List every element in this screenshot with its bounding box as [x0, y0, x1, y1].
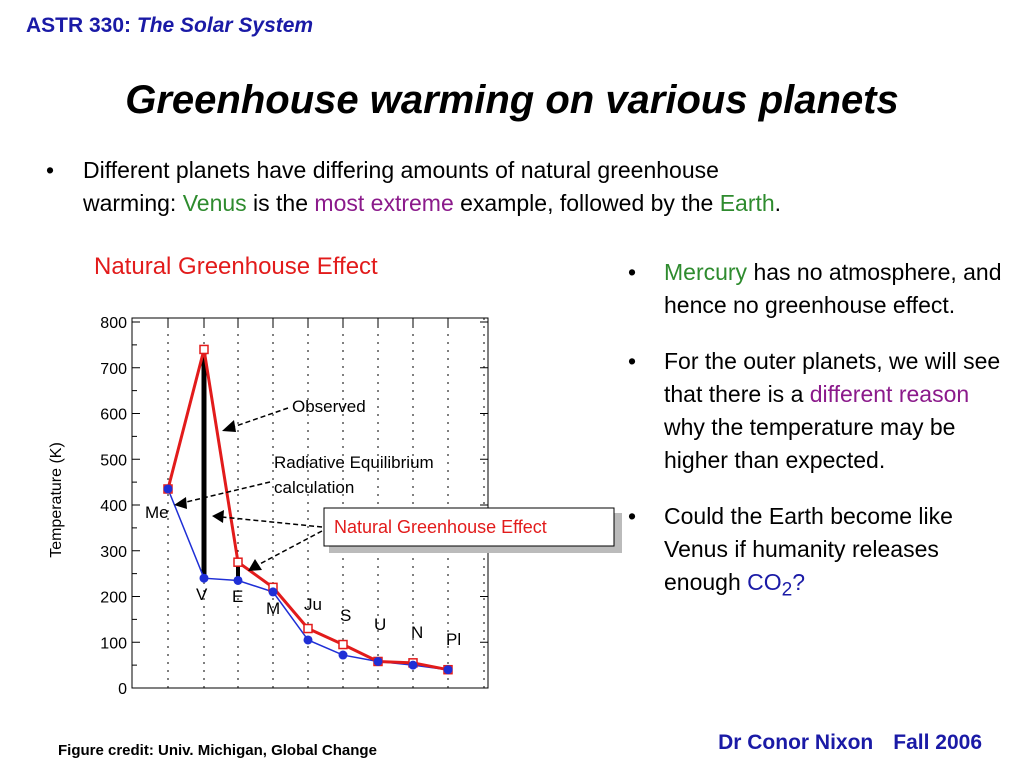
- bullet-dot: •: [46, 157, 55, 183]
- intro-bullet: • Different planets have differing amoun…: [46, 154, 986, 220]
- arrow-observed-line: [229, 407, 289, 429]
- annotation-radiative: Radiative Equilibrium calculation: [174, 453, 434, 509]
- planet-label-2: E: [232, 587, 243, 606]
- greenhouse-chart: Natural Greenhouse Effect Temperature (K…: [48, 253, 622, 698]
- arrow-radiative-head: [174, 497, 187, 509]
- plot-frame: [131, 317, 489, 689]
- radiative-point-5: [338, 650, 348, 660]
- intro-part5: .: [774, 190, 782, 216]
- intro-text: Different planets have differing amounts…: [83, 154, 986, 220]
- arrow-observed-head: [222, 420, 236, 432]
- plot-grid: [167, 318, 485, 688]
- observed-point-4: [303, 623, 313, 634]
- annotation-radiative-line1: Radiative Equilibrium: [274, 453, 434, 472]
- y-tick-label-7: 700: [100, 361, 127, 378]
- intro-venus: Venus: [182, 190, 247, 216]
- annotation-observed-text: Observed: [292, 397, 366, 416]
- course-name: The Solar System: [136, 14, 314, 37]
- planet-label-3: M: [266, 599, 280, 618]
- intro-part3: is the: [246, 190, 315, 216]
- y-tick-label-8: 800: [100, 315, 127, 332]
- planet-label-4: Ju: [304, 595, 322, 614]
- bullet-outer-text2: why the temperature may be higher than e…: [664, 414, 956, 473]
- y-tick-label-4: 400: [100, 498, 127, 515]
- intro-part4: example, followed by the: [453, 190, 720, 216]
- radiative-point-1: [199, 573, 209, 583]
- side-bullets: • Mercury has no atmosphere, and hence n…: [622, 256, 1002, 630]
- bullet-earth-venus: • Could the Earth become like Venus if h…: [622, 500, 1002, 607]
- bullet-co2-highlight: CO: [747, 569, 782, 595]
- bullet-co2-text2: ?: [792, 569, 806, 595]
- radiative-point-0: [163, 484, 173, 494]
- bullet-outer-planets: • For the outer planets, we will see tha…: [622, 345, 1002, 477]
- y-tick-label-6: 600: [100, 407, 127, 424]
- planet-label-5: S: [340, 606, 351, 625]
- planet-label-8: Pl: [446, 630, 461, 649]
- bullet-mercury-text: has no atmosphere, and hence no greenhou…: [664, 259, 1002, 318]
- arrow-box-line: [221, 516, 323, 528]
- y-ticks: 0 100 200 300 400 500 600 700 800: [100, 315, 488, 698]
- planet-label-6: U: [374, 615, 386, 634]
- radiative-point-3: [268, 587, 278, 597]
- bullet-outer-highlight: different reason: [809, 381, 970, 407]
- intro-earth: Earth: [719, 190, 775, 216]
- bullet-dot: •: [628, 348, 637, 374]
- y-tick-label-2: 200: [100, 590, 127, 607]
- bullet-mercury: • Mercury has no atmosphere, and hence n…: [622, 256, 1002, 322]
- bullet-co2-sub: 2: [781, 579, 793, 601]
- course-header: ASTR 330: The Solar System: [26, 14, 313, 38]
- radiative-point-6: [373, 656, 383, 666]
- y-tick-label-3: 300: [100, 544, 127, 561]
- observed-point-1: [199, 344, 209, 355]
- observed-point-2: [233, 557, 243, 567]
- planet-labels: Me V E M Ju S U N Pl: [145, 503, 461, 649]
- planet-label-7: N: [411, 623, 423, 642]
- course-code: ASTR 330:: [26, 14, 132, 37]
- annotation-observed: Observed: [222, 397, 366, 432]
- y-tick-label-0: 0: [118, 681, 127, 698]
- footer-author: Dr Conor Nixon: [718, 731, 874, 754]
- planet-label-0: Me: [145, 503, 169, 522]
- annotation-box-text: Natural Greenhouse Effect: [334, 517, 547, 537]
- y-tick-label-5: 500: [100, 452, 127, 469]
- radiative-point-2: [233, 575, 243, 585]
- footer: Dr Conor Nixon Fall 2006: [718, 731, 982, 755]
- slide-title: Greenhouse warming on various planets: [125, 78, 899, 122]
- arrow-radiative-line: [181, 481, 271, 504]
- arrow-box-head-2: [248, 559, 262, 571]
- intro-line2: warming: Venus is the most extreme examp…: [83, 187, 986, 220]
- intro-extreme: most extreme: [314, 190, 454, 216]
- series-group: [163, 344, 453, 675]
- box-frame: [323, 507, 615, 547]
- annotation-radiative-line2: calculation: [274, 478, 354, 497]
- observed-point-5: [338, 639, 348, 650]
- intro-part1: Different planets have differing amounts…: [83, 157, 719, 183]
- radiative-point-4: [303, 635, 313, 645]
- bullet-outer-text1: For the outer planets, we will see that …: [664, 348, 1001, 407]
- figure-credit: Figure credit: Univ. Michigan, Global Ch…: [58, 742, 377, 759]
- radiative-point-7: [408, 660, 418, 670]
- bullet-co2-text1: Could the Earth become like Venus if hum…: [664, 503, 953, 595]
- planet-label-1: V: [196, 585, 208, 604]
- arrow-box-line-2: [255, 530, 323, 567]
- footer-term: Fall 2006: [893, 731, 982, 754]
- intro-part2: warming:: [83, 190, 183, 216]
- bullet-dot: •: [628, 503, 637, 529]
- y-tick-label-1: 100: [100, 635, 127, 652]
- chart-title: Natural Greenhouse Effect: [94, 253, 378, 280]
- annotation-greenhouse-box: Natural Greenhouse Effect: [212, 507, 622, 571]
- radiative-point-8: [443, 665, 453, 675]
- bullet-dot: •: [628, 259, 637, 285]
- y-axis-label: Temperature (K): [48, 442, 65, 558]
- arrow-box-head-1: [212, 510, 224, 523]
- bullet-mercury-highlight: Mercury: [664, 259, 748, 285]
